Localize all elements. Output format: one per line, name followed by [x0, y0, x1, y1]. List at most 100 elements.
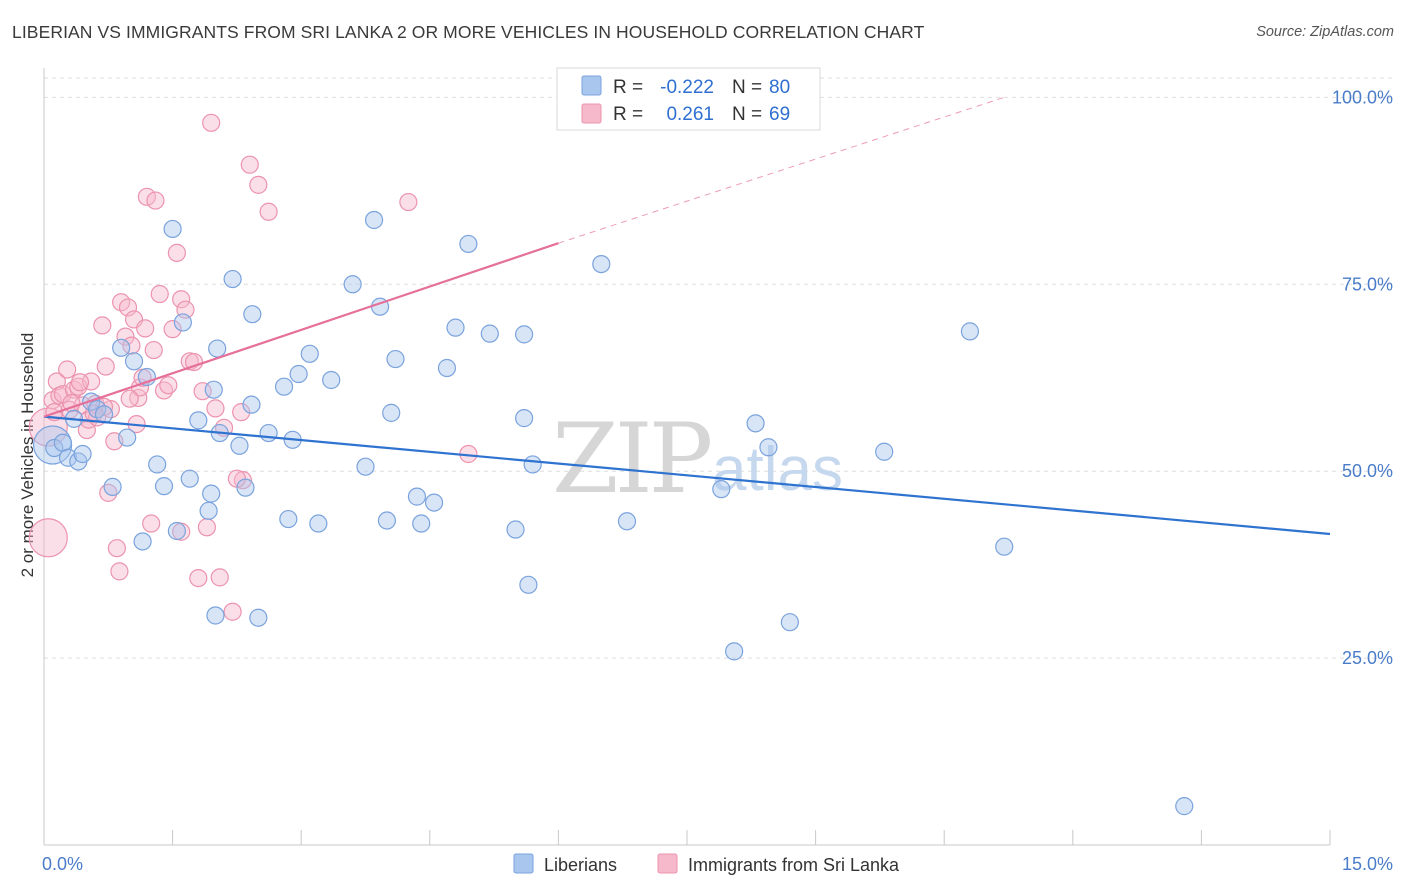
bottom-legend: Liberians Immigrants from Sri Lanka [513, 853, 900, 875]
y-axis-tick-labels: 25.0% 50.0% 75.0% 100.0% [1332, 87, 1393, 668]
liberian-point [242, 395, 261, 414]
liberian-point [519, 575, 538, 594]
y-axis-label: 2 or more Vehicles in Household [18, 333, 37, 578]
legend-swatch-liberians [581, 75, 602, 96]
y-tick-label: 100.0% [1332, 87, 1393, 107]
srilanka-point [110, 562, 129, 581]
liberian-point [124, 352, 144, 371]
srilanka-point [28, 518, 68, 558]
liberian-point [103, 477, 122, 496]
srilanka-point [240, 155, 259, 174]
liberian-point [236, 478, 255, 497]
legend-box: R = -0.222 N = 80 R = 0.261 N = 69 [556, 67, 821, 131]
liberian-point [382, 403, 401, 422]
liberian-point [148, 455, 167, 474]
srilanka-point [93, 316, 112, 335]
liberian-point [746, 414, 765, 433]
legend-n-label-liberians: N = [732, 77, 762, 98]
liberian-point [515, 409, 534, 428]
y-tick-label: 25.0% [1342, 648, 1393, 668]
liberian-point [300, 344, 319, 363]
liberian-point [386, 349, 405, 369]
y-tick-label: 50.0% [1342, 461, 1393, 481]
liberian-point [960, 322, 980, 341]
legend-r-label-liberians: R = [613, 77, 643, 98]
liberian-point [173, 313, 192, 332]
srilanka-point [232, 403, 251, 422]
legend-swatch-srilanka [581, 103, 602, 124]
srilanka-point [58, 360, 77, 379]
srilanka-point [189, 568, 208, 588]
liberian-point [45, 438, 64, 458]
liberian-point [199, 501, 218, 520]
liberian-point [407, 487, 427, 506]
liberian-point [112, 338, 131, 357]
trend-line-srilanka [43, 242, 559, 418]
srilanka-point [249, 175, 268, 194]
liberian-point [73, 444, 92, 464]
legend-r-label-srilanka: R = [613, 104, 643, 125]
srilanka-point [144, 340, 163, 360]
srilanka-point [202, 113, 221, 132]
liberian-point [515, 325, 534, 344]
bottom-legend-liberians: Liberians [544, 855, 617, 875]
liberian-point [523, 455, 542, 474]
srilanka-point [163, 320, 182, 339]
srilanka-point [223, 602, 242, 621]
x-tick-label-min: 0.0% [42, 854, 83, 874]
watermark: ZIP atlas [552, 403, 843, 515]
watermark-zip: ZIP [552, 403, 711, 515]
liberian-point [204, 380, 223, 399]
liberian-point [206, 606, 225, 625]
srilanka-point [206, 399, 225, 418]
liberian-point [289, 364, 308, 384]
srilanka-point [142, 514, 161, 533]
watermark-atlas: atlas [712, 435, 843, 504]
liberian-point [208, 339, 227, 358]
chart-title: LIBERIAN VS IMMIGRANTS FROM SRI LANKA 2 … [12, 22, 925, 42]
liberian-point [94, 405, 114, 424]
liberian-point [309, 514, 328, 533]
srilanka-point [210, 568, 229, 587]
liberian-point [1175, 797, 1194, 816]
srilanka-point [172, 290, 191, 309]
liberian-point [759, 438, 778, 457]
liberian-point [118, 428, 137, 447]
liberian-point [180, 469, 199, 488]
srilanka-point [96, 357, 115, 376]
bottom-legend-srilanka: Immigrants from Sri Lanka [688, 855, 900, 875]
liberian-point [995, 537, 1014, 556]
liberian-point [259, 423, 278, 443]
trend-lines [43, 96, 1331, 536]
liberian-point [189, 411, 208, 430]
liberian-point [58, 448, 78, 467]
liberian-point [364, 210, 384, 230]
source-label: Source: ZipAtlas.com [1256, 24, 1394, 40]
liberian-point [592, 255, 611, 274]
liberian-point [243, 305, 262, 324]
srilanka-point [150, 284, 169, 304]
x-tick-label-max: 15.0% [1342, 854, 1393, 874]
liberian-point [875, 442, 894, 461]
liberian-point [424, 493, 444, 512]
liberian-point [202, 484, 221, 503]
srilanka-point [116, 327, 135, 346]
liberian-point [249, 608, 268, 627]
series-liberians-points [32, 210, 1194, 816]
liberian-point [133, 532, 152, 551]
srilanka-point [70, 373, 90, 392]
srilanka-point [120, 389, 139, 408]
trend-line-srilanka-extension [558, 96, 1005, 244]
x-axis-ticks [43, 830, 1331, 845]
liberian-point [377, 511, 397, 530]
srilanka-point [136, 319, 155, 338]
liberian-point [343, 275, 362, 294]
liberian-point [356, 457, 375, 476]
liberian-point [780, 613, 799, 632]
liberian-point [163, 219, 182, 239]
srilanka-point [233, 471, 253, 490]
trend-line-liberians [43, 415, 1331, 536]
legend-n-label-srilanka: N = [732, 104, 762, 125]
liberian-point [617, 512, 637, 531]
